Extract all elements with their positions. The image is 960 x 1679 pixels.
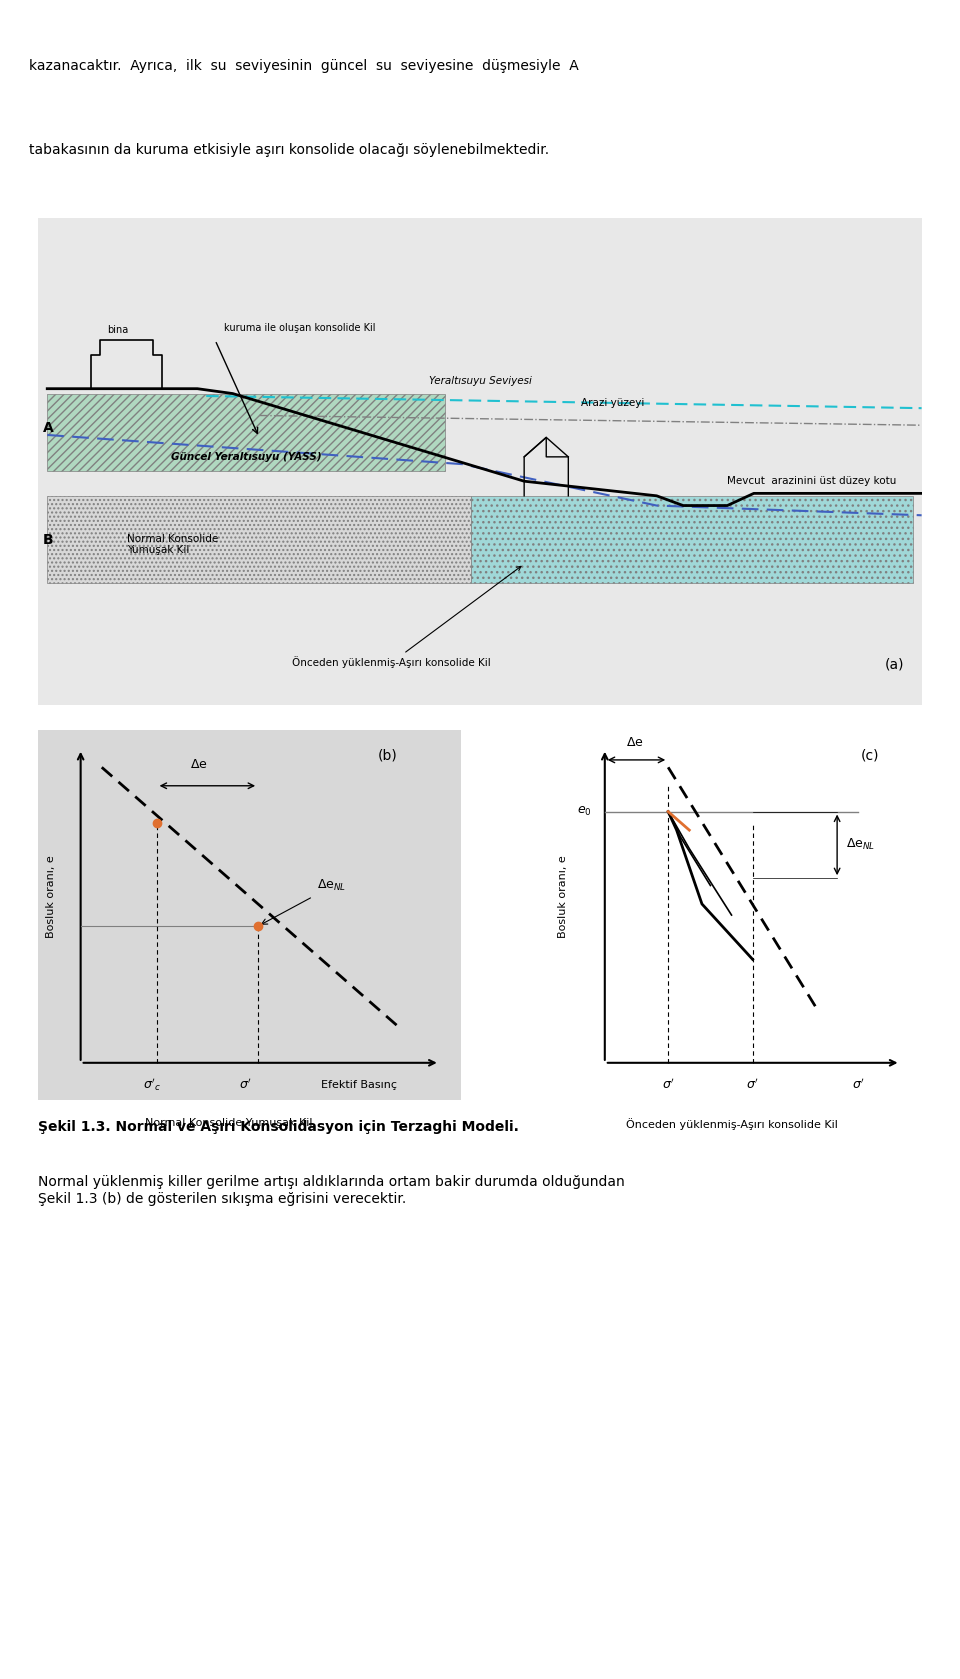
Text: Efektif Basınç: Efektif Basınç	[322, 1080, 397, 1090]
Text: Güncel Yeraltısuyu (YASS): Güncel Yeraltısuyu (YASS)	[171, 452, 322, 462]
Text: $\sigma'$: $\sigma'$	[661, 1078, 675, 1093]
Text: (a): (a)	[884, 656, 904, 672]
Text: Normal Konsolide
Yumuşak Kil: Normal Konsolide Yumuşak Kil	[127, 534, 218, 556]
Bar	[471, 495, 913, 584]
Text: B: B	[43, 532, 54, 547]
Text: Normal yüklenmiş killer gerilme artışı aldıklarında ortam bakir durumda olduğund: Normal yüklenmiş killer gerilme artışı a…	[38, 1175, 625, 1206]
Bar	[47, 495, 471, 584]
Text: Mevcut  arazinini üst düzey kotu: Mevcut arazinini üst düzey kotu	[728, 477, 897, 487]
Text: tabakasının da kuruma etkisiyle aşırı konsolide olacağı söylenebilmektedir.: tabakasının da kuruma etkisiyle aşırı ko…	[29, 143, 549, 156]
Text: $\Delta$e: $\Delta$e	[190, 757, 207, 771]
Text: $e_0$: $e_0$	[577, 804, 592, 818]
Text: A: A	[43, 421, 54, 435]
Text: kuruma ile oluşan konsolide Kil: kuruma ile oluşan konsolide Kil	[224, 322, 375, 332]
Text: Yeraltısuyu Seviyesi: Yeraltısuyu Seviyesi	[428, 376, 532, 386]
Text: (c): (c)	[861, 749, 879, 762]
Text: $\sigma'$: $\sigma'$	[746, 1078, 759, 1093]
Text: $\sigma'_c$: $\sigma'_c$	[143, 1076, 161, 1093]
Text: $\Delta$e$_{NL}$: $\Delta$e$_{NL}$	[317, 878, 347, 893]
Text: $\Delta$e$_{NL}$: $\Delta$e$_{NL}$	[846, 838, 875, 853]
Text: Önceden yüklenmiş-Aşırı konsolide Kil: Önceden yüklenmiş-Aşırı konsolide Kil	[292, 566, 521, 668]
Text: Normal Konsolide Yumuşak Kil: Normal Konsolide Yumuşak Kil	[145, 1118, 312, 1128]
Text: Bosluk oranı, e: Bosluk oranı, e	[558, 855, 567, 939]
Text: Önceden yüklenmiş-Aşırı konsolide Kil: Önceden yüklenmiş-Aşırı konsolide Kil	[626, 1118, 837, 1130]
Text: $\Delta$e: $\Delta$e	[626, 735, 643, 749]
Text: bina: bina	[108, 326, 129, 336]
Text: kazanacaktır.  Ayrıca,  ilk  su  seviyesinin  güncel  su  seviyesine  düşmesiyle: kazanacaktır. Ayrıca, ilk su seviyesinin…	[29, 59, 579, 72]
Text: $\sigma'$: $\sigma'$	[852, 1078, 865, 1093]
Text: Bosluk oranı, e: Bosluk oranı, e	[46, 855, 56, 939]
Text: Şekil 1.3. Normal ve Aşırı Konsolidasyon için Terzaghi Modeli.: Şekil 1.3. Normal ve Aşırı Konsolidasyon…	[38, 1120, 519, 1133]
Text: Arazi yüzeyi: Arazi yüzeyi	[581, 398, 644, 408]
Text: $\sigma'$: $\sigma'$	[239, 1078, 252, 1093]
Bar	[47, 393, 444, 472]
Text: (b): (b)	[377, 749, 397, 762]
